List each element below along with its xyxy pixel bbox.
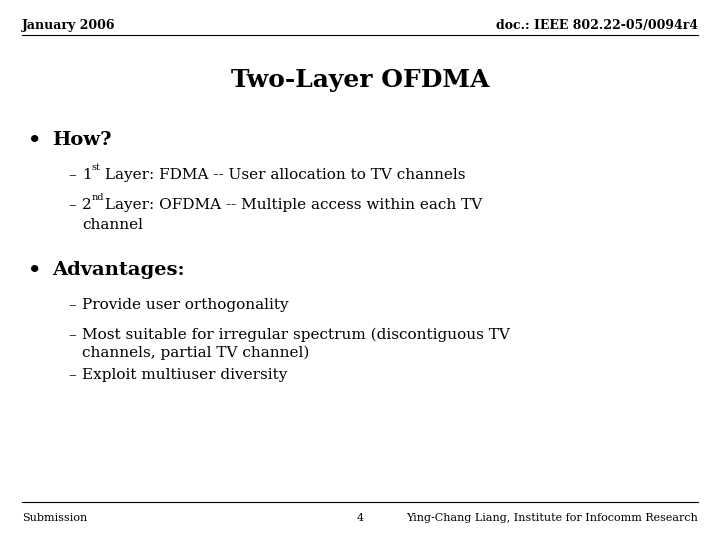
- Text: Two-Layer OFDMA: Two-Layer OFDMA: [230, 68, 490, 92]
- Text: 2: 2: [82, 198, 91, 212]
- Text: Submission: Submission: [22, 513, 87, 523]
- Text: Layer: FDMA -- User allocation to TV channels: Layer: FDMA -- User allocation to TV cha…: [100, 168, 466, 182]
- Text: channel: channel: [82, 218, 143, 232]
- Text: Layer: OFDMA -- Multiple access within each TV: Layer: OFDMA -- Multiple access within e…: [100, 198, 482, 212]
- Text: channels, partial TV channel): channels, partial TV channel): [82, 346, 310, 360]
- Text: Advantages:: Advantages:: [52, 261, 184, 279]
- Text: –: –: [68, 168, 76, 182]
- Text: •: •: [28, 130, 41, 150]
- Text: Most suitable for irregular spectrum (discontiguous TV: Most suitable for irregular spectrum (di…: [82, 328, 510, 342]
- Text: •: •: [28, 260, 41, 280]
- Text: Exploit multiuser diversity: Exploit multiuser diversity: [82, 368, 287, 382]
- Text: doc.: IEEE 802.22-05/0094r4: doc.: IEEE 802.22-05/0094r4: [496, 18, 698, 31]
- Text: Provide user orthogonality: Provide user orthogonality: [82, 298, 289, 312]
- Text: January 2006: January 2006: [22, 18, 115, 31]
- Text: –: –: [68, 298, 76, 312]
- Text: 1: 1: [82, 168, 91, 182]
- Text: –: –: [68, 368, 76, 382]
- Text: Ying-Chang Liang, Institute for Infocomm Research: Ying-Chang Liang, Institute for Infocomm…: [406, 513, 698, 523]
- Text: –: –: [68, 198, 76, 212]
- Text: How?: How?: [52, 131, 112, 149]
- Text: 4: 4: [356, 513, 364, 523]
- Text: st: st: [92, 164, 101, 172]
- Text: nd: nd: [92, 193, 104, 202]
- Text: –: –: [68, 328, 76, 342]
